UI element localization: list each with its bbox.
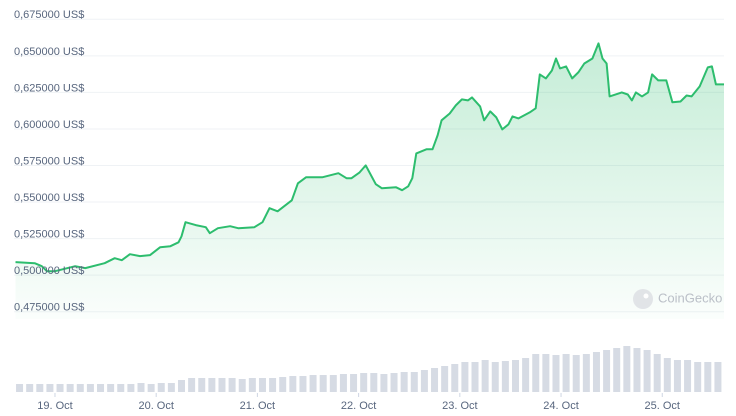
x-tick-label: 20. Oct (138, 400, 173, 412)
volume-bar (238, 379, 246, 392)
volume-bar (117, 384, 125, 392)
volume-bar (643, 350, 651, 392)
volume-bar (613, 348, 621, 392)
volume-bar (370, 373, 378, 392)
volume-bar (451, 364, 459, 392)
volume-bar (431, 368, 439, 392)
volume-bar (269, 378, 277, 392)
volume-bar (410, 372, 418, 392)
volume-bar (218, 378, 226, 392)
volume-bar (258, 378, 266, 392)
y-tick-label: 0,675000 US$ (14, 9, 84, 21)
y-tick-label: 0,550000 US$ (14, 192, 84, 204)
x-tick-label: 25. Oct (645, 400, 680, 412)
volume-bar (188, 378, 196, 392)
price-area (15, 43, 724, 320)
volume-bar (36, 384, 44, 392)
volume-bar (380, 374, 388, 392)
volume-bar (623, 346, 631, 392)
volume-bar (572, 355, 580, 392)
volume-bar (198, 378, 206, 392)
volume-bar (582, 354, 590, 392)
volume-bars (16, 346, 722, 392)
volume-bar (562, 354, 570, 392)
volume-bar (653, 354, 661, 392)
x-tick-label: 22. Oct (341, 400, 376, 412)
volume-bar (603, 350, 611, 392)
volume-bar (350, 374, 358, 392)
volume-bar (481, 360, 489, 392)
volume-bar (633, 348, 641, 392)
volume-bar (441, 366, 449, 392)
volume-bar (157, 383, 165, 392)
watermark-text: CoinGecko (658, 290, 722, 305)
x-tick-label: 21. Oct (240, 400, 275, 412)
volume-bar (248, 378, 256, 392)
volume-bar (663, 358, 671, 392)
volume-bar (86, 384, 94, 392)
x-tick-label: 23. Oct (442, 400, 477, 412)
watermark-logo-eye (643, 293, 649, 299)
volume-bar (532, 354, 540, 392)
x-tick-label: 19. Oct (37, 400, 72, 412)
volume-bar (107, 384, 115, 392)
volume-bar (299, 376, 307, 392)
volume-bar (673, 360, 681, 392)
volume-bar (714, 362, 722, 392)
volume-bar (319, 375, 327, 392)
plot-area (15, 42, 724, 320)
volume-bar (26, 384, 34, 392)
volume-bar (137, 383, 145, 392)
volume-bar (76, 384, 84, 392)
volume-bar (501, 361, 509, 392)
volume-bar (400, 372, 408, 392)
volume-bar (592, 352, 600, 392)
volume-bar (542, 354, 550, 392)
axis-labels: 0,475000 US$ 0,500000 US$ 0,525000 US$ 0,55… (14, 9, 680, 412)
volume-bar (56, 384, 64, 392)
volume-bar (309, 375, 317, 392)
volume-bar (228, 378, 236, 392)
volume-bar (97, 384, 105, 392)
volume-bar (329, 375, 337, 392)
y-tick-label: 0,500000 US$ (14, 265, 84, 277)
y-tick-label: 0,525000 US$ (14, 229, 84, 241)
volume-bar (704, 362, 712, 392)
volume-bar (339, 374, 347, 392)
volume-bar (522, 358, 530, 392)
x-tick-label: 24. Oct (543, 400, 578, 412)
y-tick-label: 0,625000 US$ (14, 82, 84, 94)
volume-bar (390, 373, 398, 392)
y-tick-label: 0,650000 US$ (14, 46, 84, 58)
volume-bar (167, 383, 175, 392)
volume-bar (684, 360, 692, 392)
volume-bar (491, 362, 499, 392)
volume-bar (511, 360, 519, 392)
volume-bar (461, 362, 469, 392)
volume-bar (360, 373, 368, 392)
watermark-logo (633, 289, 653, 309)
y-tick-label: 0,575000 US$ (14, 155, 84, 167)
volume-bar (46, 384, 54, 392)
volume-bar (66, 384, 74, 392)
volume-bar (471, 362, 479, 392)
volume-bar (289, 376, 297, 392)
y-tick-label: 0,475000 US$ (14, 302, 84, 314)
volume-bar (208, 378, 216, 392)
y-tick-label: 0,600000 US$ (14, 119, 84, 131)
volume-bar (279, 377, 287, 392)
price-line (15, 42, 724, 273)
volume-bar (552, 355, 560, 392)
volume-bar (16, 384, 24, 392)
volume-bar (177, 380, 185, 392)
volume-bar (127, 384, 135, 392)
volume-bar (420, 370, 428, 392)
watermark: CoinGecko (633, 289, 722, 309)
volume-bar (147, 384, 155, 392)
volume-bar (694, 362, 702, 392)
